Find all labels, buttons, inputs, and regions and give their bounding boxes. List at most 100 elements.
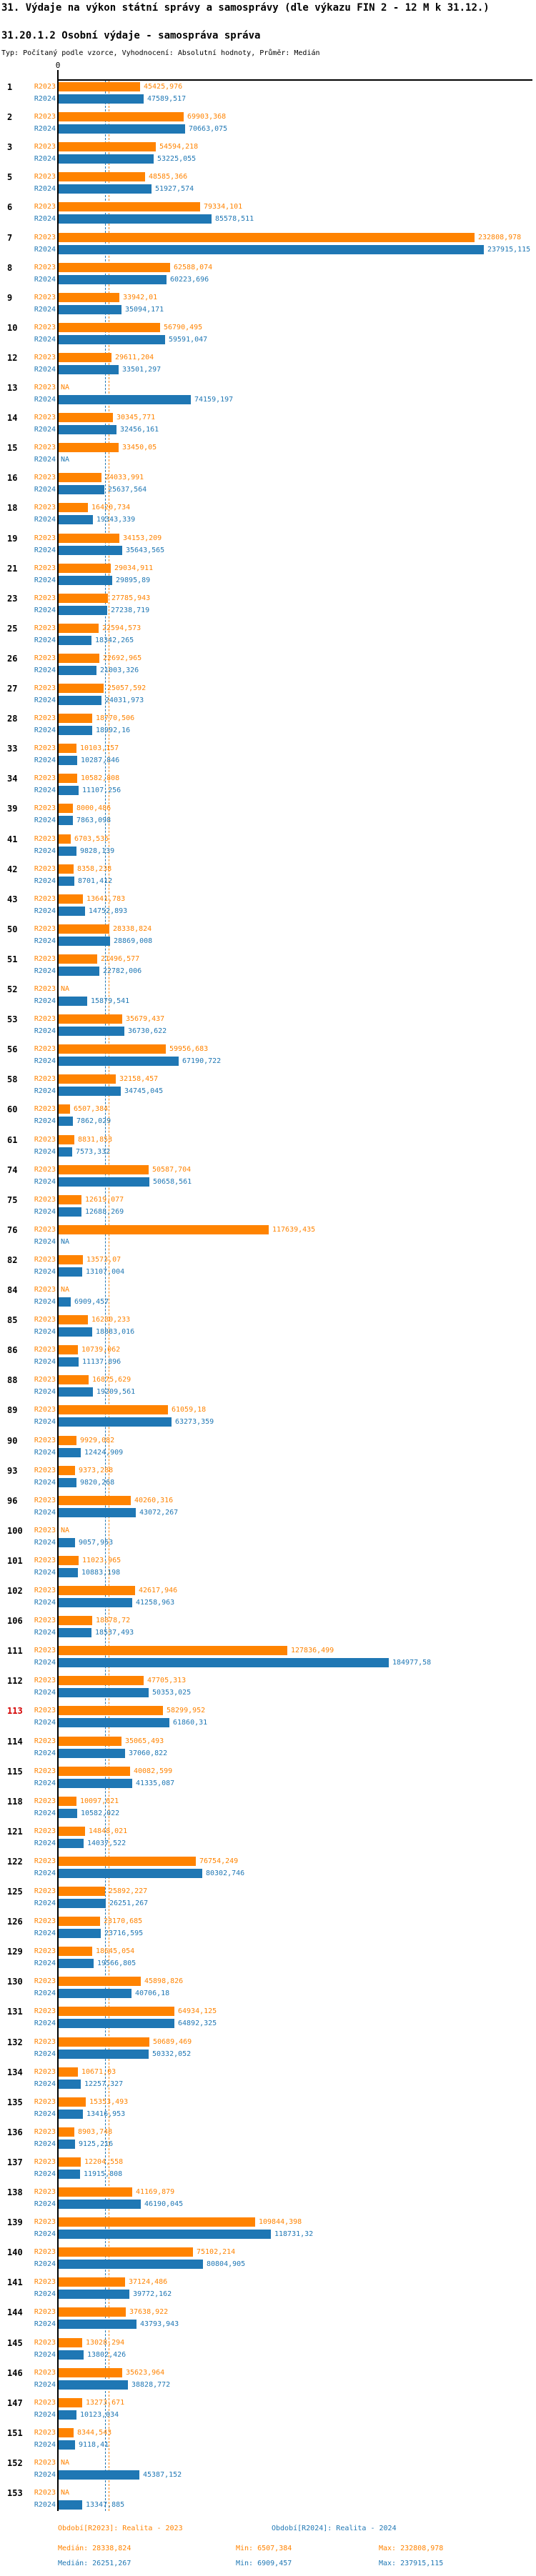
row-number: 131 bbox=[7, 2007, 23, 2017]
value-label-r2023: 54594,218 bbox=[159, 143, 199, 151]
series-label-r2023: R2023 bbox=[34, 1677, 56, 1684]
series-label-r2024: R2024 bbox=[34, 1960, 56, 1967]
value-label-r2023: 27785,943 bbox=[111, 594, 151, 602]
bar-r2023 bbox=[59, 443, 119, 452]
series-label-r2024: R2024 bbox=[34, 1629, 56, 1637]
series-label-r2024: R2024 bbox=[34, 1719, 56, 1727]
bar-r2024 bbox=[59, 1087, 121, 1096]
series-label-r2024: R2024 bbox=[34, 215, 56, 223]
value-label-r2024: 46190,045 bbox=[144, 2200, 184, 2208]
series-label-r2023: R2023 bbox=[34, 774, 56, 782]
bar-r2023 bbox=[59, 2157, 81, 2167]
bar-r2024 bbox=[59, 335, 165, 344]
row-number: 16 bbox=[7, 473, 18, 483]
value-label-r2024: 10582,022 bbox=[81, 1809, 120, 1817]
bar-r2024 bbox=[59, 726, 92, 735]
value-label-r2023: 12619,077 bbox=[85, 1196, 124, 1204]
value-label-r2024: 80804,905 bbox=[207, 2260, 246, 2268]
series-label-r2024: R2024 bbox=[34, 276, 56, 284]
bar-r2024 bbox=[59, 1718, 169, 1727]
bar-r2023 bbox=[59, 684, 104, 693]
value-label-r2023: 69903,368 bbox=[187, 113, 227, 121]
value-label-r2024: 41258,963 bbox=[136, 1599, 175, 1607]
value-label-r2024: 60223,696 bbox=[170, 276, 209, 284]
na-label-r2023: NA bbox=[61, 1286, 70, 1294]
series-label-r2023: R2023 bbox=[34, 384, 56, 391]
bar-r2023 bbox=[59, 654, 99, 663]
value-label-r2024: 6909,457 bbox=[74, 1298, 109, 1306]
series-label-r2024: R2024 bbox=[34, 336, 56, 344]
bar-r2023 bbox=[59, 2277, 125, 2287]
value-label-r2024: 61860,31 bbox=[173, 1719, 208, 1727]
page-title: 31. Výdaje na výkon státní správy a samo… bbox=[1, 2, 490, 14]
value-label-r2024: 19343,339 bbox=[96, 516, 136, 524]
series-label-r2024: R2024 bbox=[34, 1929, 56, 1937]
value-label-r2023: 64934,125 bbox=[178, 2007, 217, 2015]
series-label-r2024: R2024 bbox=[34, 1990, 56, 1997]
bar-r2023 bbox=[59, 1556, 79, 1565]
value-label-r2023: 15353,493 bbox=[89, 2098, 129, 2106]
bar-r2024 bbox=[59, 1568, 78, 1577]
bar-r2023 bbox=[59, 142, 156, 151]
series-label-r2024: R2024 bbox=[34, 1749, 56, 1757]
bar-r2023 bbox=[59, 2247, 193, 2257]
series-label-r2023: R2023 bbox=[34, 414, 56, 421]
value-label-r2023: 8358,238 bbox=[77, 865, 112, 873]
bar-r2024 bbox=[59, 2019, 174, 2028]
value-label-r2023: 37638,922 bbox=[129, 2308, 169, 2316]
stat-max-r2023: Max: 232808,978 bbox=[379, 2545, 444, 2552]
series-label-r2023: R2023 bbox=[34, 985, 56, 993]
bar-r2024 bbox=[59, 1357, 79, 1367]
row-number: 19 bbox=[7, 534, 18, 544]
series-label-r2023: R2023 bbox=[34, 1977, 56, 1985]
bar-r2024 bbox=[59, 786, 79, 795]
bar-r2023 bbox=[59, 1375, 89, 1384]
series-label-r2023: R2023 bbox=[34, 2369, 56, 2377]
value-label-r2024: 12688,269 bbox=[85, 1208, 124, 1216]
value-label-r2024: 9820,268 bbox=[80, 1479, 115, 1487]
value-label-r2024: 10287,846 bbox=[81, 757, 120, 764]
bar-r2024 bbox=[59, 1809, 77, 1818]
na-label-r2023: NA bbox=[61, 2489, 70, 2497]
row-number: 50 bbox=[7, 924, 18, 934]
bar-r2024 bbox=[59, 275, 167, 284]
bar-r2024 bbox=[59, 847, 76, 856]
row-number: 152 bbox=[7, 2458, 23, 2468]
bar-r2023 bbox=[59, 1767, 130, 1776]
bar-r2024 bbox=[59, 94, 144, 104]
series-label-r2023: R2023 bbox=[34, 2308, 56, 2316]
bar-r2023 bbox=[59, 594, 108, 603]
value-label-r2024: 13416,953 bbox=[86, 2110, 126, 2118]
row-number: 43 bbox=[7, 894, 18, 904]
series-label-r2024: R2024 bbox=[34, 1689, 56, 1697]
row-number: 9 bbox=[7, 293, 13, 303]
bar-r2023 bbox=[59, 2007, 174, 2016]
row-number: 141 bbox=[7, 2277, 23, 2287]
series-label-r2023: R2023 bbox=[34, 1376, 56, 1384]
series-label-r2024: R2024 bbox=[34, 2381, 56, 2389]
legend-r2024: Období[R2024]: Realita - 2024 bbox=[272, 2525, 397, 2532]
value-label-r2024: 43793,943 bbox=[140, 2320, 179, 2328]
series-label-r2023: R2023 bbox=[34, 1707, 56, 1714]
value-label-r2023: 8831,853 bbox=[78, 1136, 113, 1144]
row-number: 111 bbox=[7, 1646, 23, 1656]
bar-r2024 bbox=[59, 365, 119, 374]
series-label-r2023: R2023 bbox=[34, 1527, 56, 1534]
row-number: 151 bbox=[7, 2428, 23, 2438]
row-number: 93 bbox=[7, 1466, 18, 1476]
row-number: 60 bbox=[7, 1104, 18, 1114]
series-label-r2023: R2023 bbox=[34, 1196, 56, 1204]
value-label-r2024: 37060,822 bbox=[129, 1749, 168, 1757]
series-label-r2024: R2024 bbox=[34, 2140, 56, 2148]
value-label-r2023: 8000,486 bbox=[76, 804, 111, 812]
bar-r2023 bbox=[59, 233, 475, 242]
series-label-r2023: R2023 bbox=[34, 1316, 56, 1324]
row-number: 25 bbox=[7, 624, 18, 634]
row-number: 33 bbox=[7, 744, 18, 754]
series-label-r2024: R2024 bbox=[34, 1869, 56, 1877]
bar-r2023 bbox=[59, 1616, 92, 1625]
bar-r2023 bbox=[59, 1165, 149, 1174]
bar-r2024 bbox=[59, 1508, 136, 1517]
value-label-r2024: 18342,265 bbox=[95, 636, 134, 644]
